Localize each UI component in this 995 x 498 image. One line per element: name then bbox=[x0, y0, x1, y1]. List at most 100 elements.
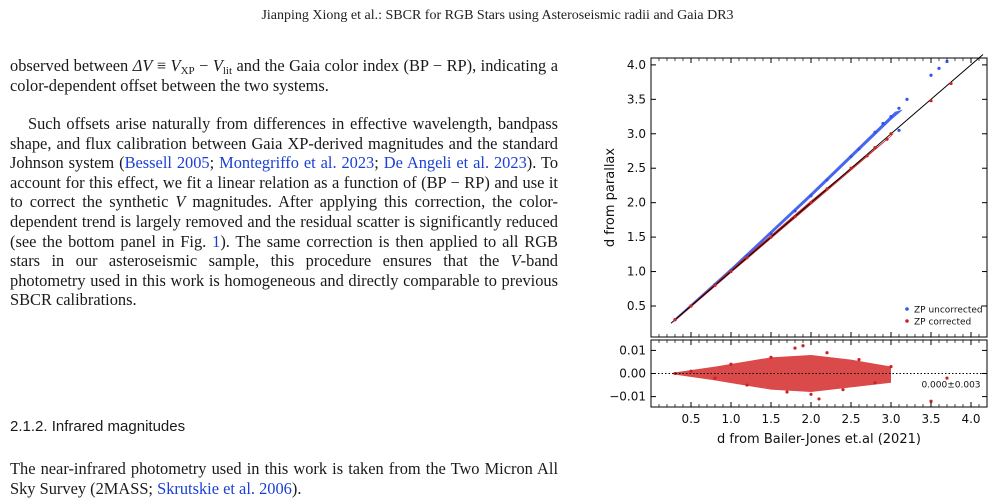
text-run: ; bbox=[374, 153, 384, 173]
figure-reference[interactable]: 1 bbox=[212, 231, 221, 251]
text-run: -band photometry used in this work is ho… bbox=[10, 251, 558, 310]
figure-distance-comparison: 0.5 1.0 1.5 2.0 2.5 3.0 3.5 4.0 d from parallax Z… bbox=[600, 50, 995, 484]
corrected-density-band bbox=[675, 132, 895, 322]
uncorrected-point-9 bbox=[849, 154, 853, 159]
uncorrected-point-16 bbox=[945, 59, 949, 64]
legend-label-1: ZP corrected bbox=[914, 318, 971, 328]
bottom-xtick-label: 4.0 bbox=[961, 412, 980, 426]
math-v: V bbox=[212, 56, 223, 75]
corrected-point-4 bbox=[745, 256, 749, 260]
residual-point-14 bbox=[929, 399, 933, 403]
uncorrected-point-6 bbox=[793, 209, 797, 213]
corrected-point-13 bbox=[949, 81, 953, 86]
residual-point-16 bbox=[801, 344, 805, 348]
top-ytick-label: 0.5 bbox=[627, 299, 646, 313]
bottom-xlabel: d from Bailer-Jones et.al (2021) bbox=[717, 432, 921, 447]
text-run: ; bbox=[209, 153, 220, 173]
top-ytick-label: 3.5 bbox=[627, 92, 646, 106]
bottom-xtick-label: 2.5 bbox=[841, 412, 860, 426]
top-ytick-label: 3.0 bbox=[627, 127, 646, 141]
top-panel-plot: 0.5 1.0 1.5 2.0 2.5 3.0 3.5 4.0 d from parallax Z… bbox=[603, 54, 988, 338]
uncorrected-point-18 bbox=[881, 121, 885, 126]
legend-marker-1 bbox=[905, 319, 909, 323]
text-run: ). To account for this effect, we fit a … bbox=[10, 153, 559, 212]
residual-annotation: 0.000±0.003 bbox=[921, 380, 980, 390]
paragraph-infrared: The near-infrared photometry used in thi… bbox=[10, 459, 558, 498]
uncorrected-point-17 bbox=[897, 128, 901, 132]
corrected-point-0 bbox=[673, 318, 677, 322]
uncorrected-point-15 bbox=[937, 66, 941, 70]
legend-marker-0 bbox=[905, 307, 909, 311]
math-subscript: XP bbox=[180, 65, 195, 77]
uncorrected-point-11 bbox=[889, 114, 893, 119]
text-run: ). The same correction is then applied t… bbox=[10, 231, 558, 271]
residual-point-12 bbox=[873, 381, 877, 385]
citation-montegriffo[interactable]: Montegriffo et al. 2023 bbox=[219, 153, 375, 173]
top-ytick-label: 1.5 bbox=[627, 230, 646, 244]
uncorrected-density-band bbox=[675, 109, 903, 321]
residual-point-10 bbox=[841, 388, 845, 392]
bottom-xtick-label: 1.5 bbox=[761, 412, 780, 426]
corrected-point-5 bbox=[769, 235, 773, 239]
uncorrected-point-8 bbox=[825, 178, 829, 182]
residual-point-5 bbox=[769, 355, 773, 359]
math-subscript: lit bbox=[222, 65, 232, 77]
top-ytick-label: 1.0 bbox=[627, 265, 646, 279]
text-run: magnitudes. After applying this correcti… bbox=[10, 192, 558, 251]
top-ytick-label: 2.5 bbox=[627, 161, 646, 175]
bottom-xtick-label: 3.5 bbox=[921, 412, 940, 426]
residual-point-4 bbox=[745, 383, 749, 387]
top-ylabel: d from parallax bbox=[603, 148, 618, 247]
bottom-xtick-label: 0.5 bbox=[681, 412, 700, 426]
math-delta-v: ΔV bbox=[132, 56, 153, 75]
text-run: observed between bbox=[10, 56, 133, 75]
citation-bessell[interactable]: Bessell 2005 bbox=[124, 153, 210, 173]
residual-point-11 bbox=[857, 358, 861, 362]
paragraph-color-offset: observed between ΔV ≡ VXP − Vlit and the… bbox=[10, 56, 558, 95]
corrected-point-6 bbox=[793, 214, 797, 219]
corrected-point-10 bbox=[873, 145, 877, 150]
uncorrected-point-12 bbox=[897, 106, 901, 110]
corrected-point-11 bbox=[889, 132, 893, 136]
residual-point-9 bbox=[825, 351, 829, 355]
corrected-point-14 bbox=[885, 137, 889, 141]
legend-label-0: ZP uncorrected bbox=[914, 306, 983, 316]
uncorrected-point-14 bbox=[929, 73, 933, 77]
residual-point-15 bbox=[945, 376, 949, 380]
corrected-point-9 bbox=[849, 166, 853, 170]
bottom-ytick-label: 0.00 bbox=[619, 367, 646, 381]
top-ytick-label: 2.0 bbox=[627, 196, 646, 210]
text-run: Such offsets arise naturally from differ… bbox=[10, 114, 558, 173]
uncorrected-point-7 bbox=[809, 194, 813, 198]
residual-point-0 bbox=[673, 371, 677, 376]
text-run: − bbox=[194, 56, 213, 75]
corrected-point-3 bbox=[729, 269, 733, 274]
corrected-point-12 bbox=[929, 99, 933, 103]
corrected-point-7 bbox=[809, 201, 813, 205]
section-heading: 2.1.2. Infrared magnitudes bbox=[10, 418, 186, 435]
running-header: Jianping Xiong et al.: SBCR for RGB Star… bbox=[261, 8, 734, 23]
residual-point-3 bbox=[729, 362, 733, 366]
bottom-panel-plot: −0.01 0.00 0.01 0.5 1.0 1.5 2.0 2.5 3.0 3.5 4.0 0.0… bbox=[609, 339, 988, 447]
math-v: V bbox=[510, 251, 521, 271]
bottom-ytick-label: 0.01 bbox=[619, 343, 646, 357]
residual-point-1 bbox=[689, 369, 693, 373]
citation-de-angeli[interactable]: De Angeli et al. 2023 bbox=[383, 153, 527, 173]
top-ytick-label: 4.0 bbox=[627, 58, 646, 72]
text-run: ≡ bbox=[152, 56, 171, 75]
citation-skrutskie[interactable]: Skrutskie et al. 2006 bbox=[157, 478, 292, 498]
bottom-ytick-label: −0.01 bbox=[609, 390, 646, 404]
paragraph-offset-correction: Such offsets arise naturally from differ… bbox=[10, 114, 558, 310]
residual-point-13 bbox=[889, 364, 893, 369]
corrected-point-1 bbox=[689, 304, 693, 308]
figure-canvas: 0.5 1.0 1.5 2.0 2.5 3.0 3.5 4.0 d from parallax Z… bbox=[603, 54, 988, 447]
corrected-point-15 bbox=[865, 154, 869, 158]
bottom-xtick-label: 3.0 bbox=[881, 412, 900, 426]
corrected-point-8 bbox=[825, 187, 829, 191]
bottom-xtick-label: 1.0 bbox=[721, 412, 740, 426]
uncorrected-point-19 bbox=[857, 147, 861, 151]
text-run: ). bbox=[291, 478, 302, 498]
math-v: V bbox=[175, 192, 186, 212]
residual-cloud bbox=[675, 355, 891, 392]
residual-point-2 bbox=[713, 376, 717, 380]
